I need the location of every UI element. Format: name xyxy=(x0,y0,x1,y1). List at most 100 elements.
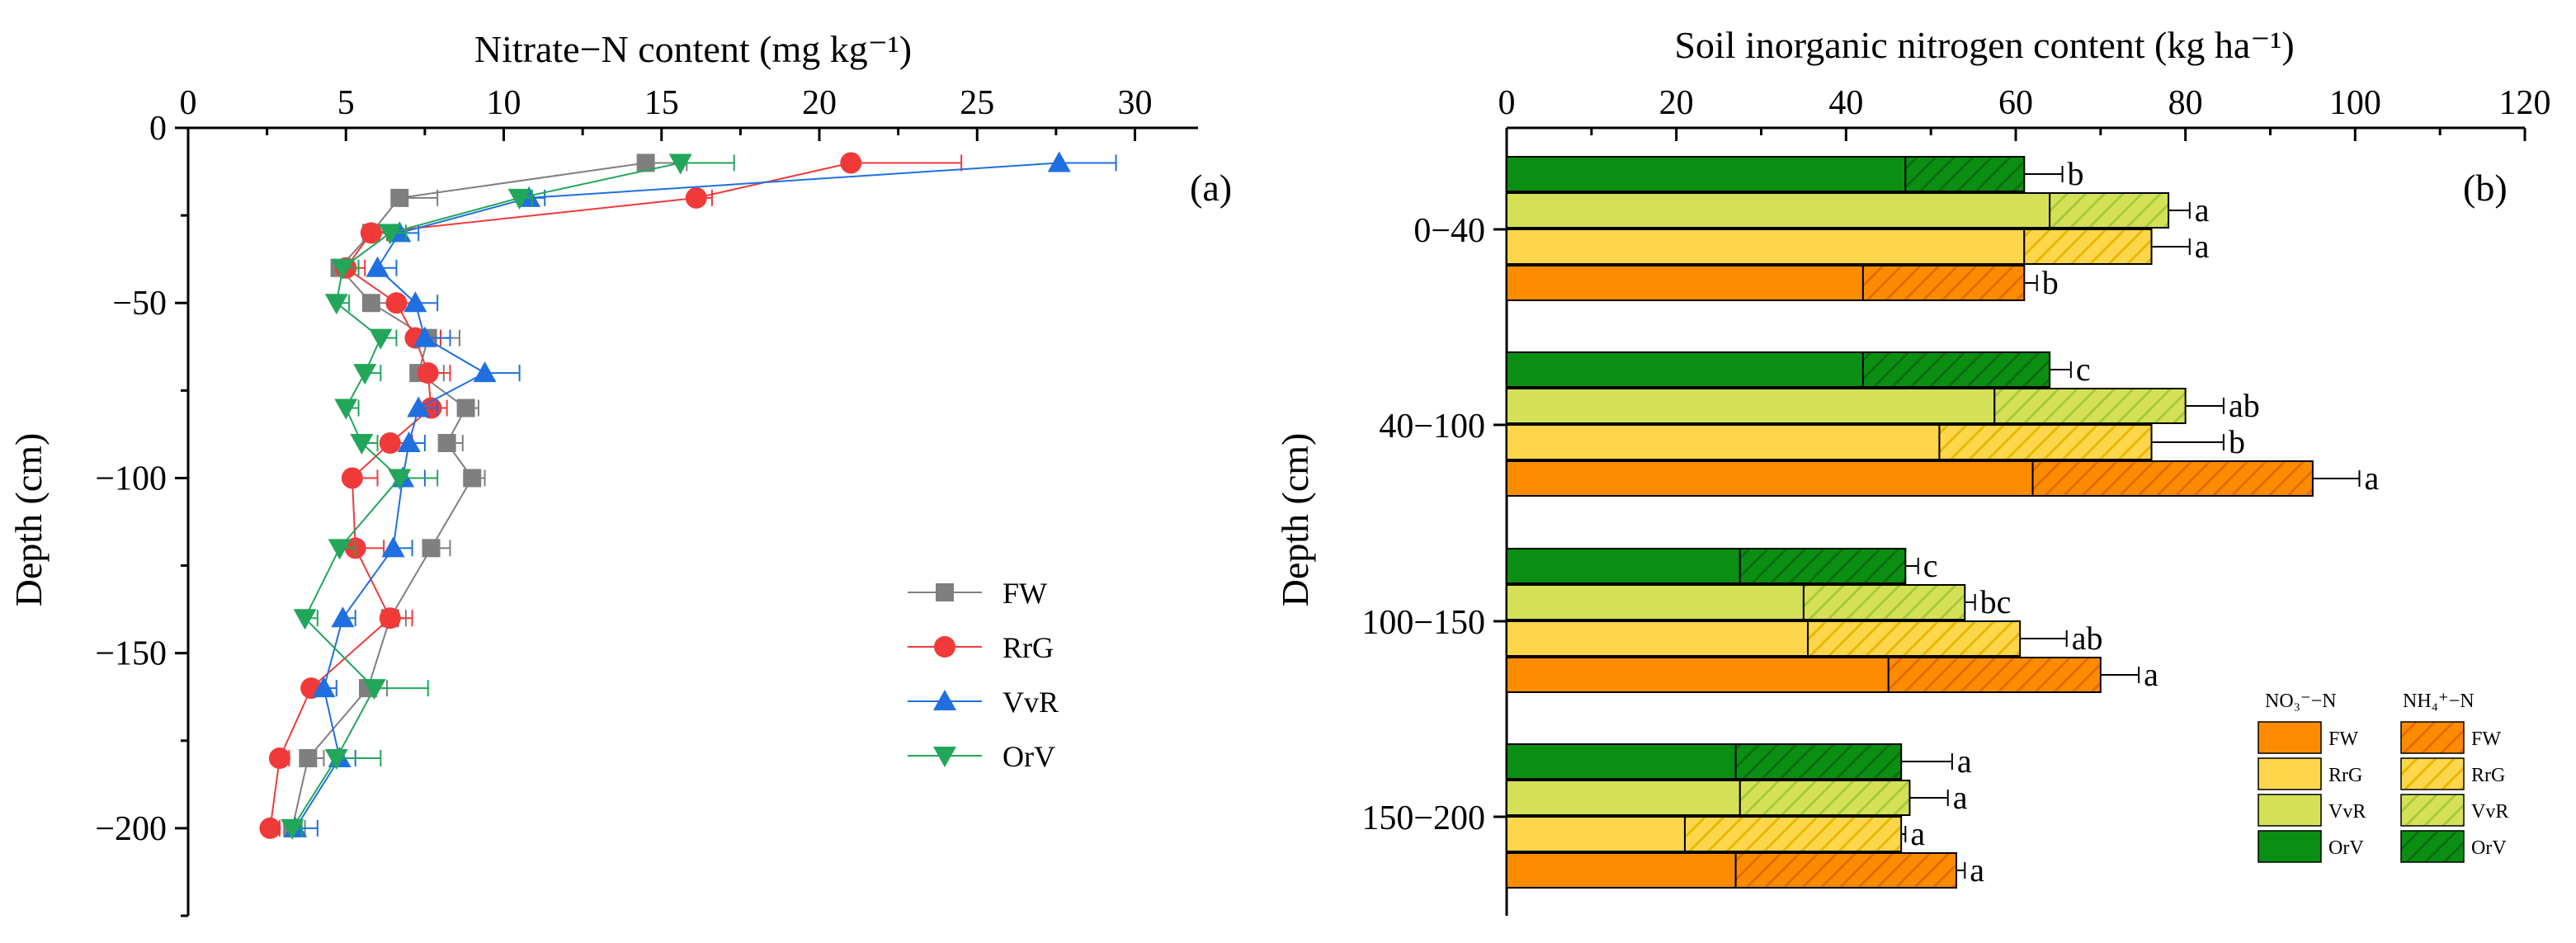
legend-label: RrG xyxy=(2471,765,2505,786)
bar-nitrate-vvr xyxy=(1506,780,1741,816)
panel-a-x-ticks: 0 5 10 15 20 25 30 xyxy=(180,84,1153,141)
panel-b-x-tick-label: 80 xyxy=(2168,84,2203,122)
data-point-vvr xyxy=(397,431,421,452)
legend-swatch-ammonium xyxy=(2400,757,2465,790)
bar-ammonium-orv xyxy=(1861,351,2051,388)
data-point-orv xyxy=(334,398,358,420)
legend-item-orv: OrV xyxy=(908,740,1055,773)
bar-nitrate-vvr xyxy=(1506,584,1805,620)
panel-a-y-tick-label: 0 xyxy=(149,110,167,148)
legend-label: FW xyxy=(1003,577,1047,610)
legend-item-fw: FW FW xyxy=(2258,721,2501,754)
legend-item-rrg: RrG RrG xyxy=(2258,757,2505,790)
data-point-fw xyxy=(636,153,655,172)
significance-letter: a xyxy=(1970,851,1984,889)
panel-b-x-tick-label: 0 xyxy=(1498,84,1516,122)
legend-swatch-ammonium xyxy=(2400,794,2465,827)
data-point-vvr xyxy=(1047,151,1071,172)
data-point-fw xyxy=(422,539,441,558)
bar-group: c bc ab a xyxy=(1506,547,2158,693)
panel-a-y-axis-title: Depth (cm) xyxy=(7,433,50,607)
legend-header-ammonium: NH₄⁺−N xyxy=(2403,691,2475,712)
legend-label: OrV xyxy=(1003,740,1055,773)
bar-ammonium-fw xyxy=(2031,460,2314,497)
bar-nitrate-fw xyxy=(1506,657,1890,693)
legend-swatch-nitrate xyxy=(2258,794,2322,827)
data-point-orv xyxy=(353,364,377,385)
legend-header-nitrate: NO₃⁻−N xyxy=(2265,691,2337,712)
bar-ammonium-rrg xyxy=(1938,424,2153,460)
legend-item-vvr: VvR xyxy=(908,686,1059,719)
legend-swatch-nitrate xyxy=(2258,757,2322,790)
data-point-orv xyxy=(362,679,386,700)
significance-letter: a xyxy=(1957,743,1972,780)
data-point-rrg xyxy=(379,607,401,629)
legend-marker xyxy=(933,747,956,767)
data-point-fw xyxy=(361,294,380,313)
series-rrg xyxy=(259,152,963,839)
data-point-fw xyxy=(390,188,409,207)
bar-ammonium-orv xyxy=(1739,548,1907,584)
bar-group: c abb a xyxy=(1506,351,2379,497)
significance-letter: a xyxy=(2195,228,2210,265)
legend-item-rrg: RrG xyxy=(908,631,1054,664)
bar-ammonium-orv xyxy=(1734,743,1903,780)
panel-a-x-tick-label: 30 xyxy=(1118,84,1153,122)
significance-letter: b xyxy=(2229,423,2245,460)
panel-b-y-axis-title: Depth (cm) xyxy=(1274,433,1316,607)
panel-b-category-labels: 0−40 40−100 100−150 150−200 xyxy=(1361,212,1507,837)
data-point-orv xyxy=(350,434,374,455)
bar-nitrate-rrg xyxy=(1506,816,1686,852)
bar-ammonium-fw xyxy=(1734,852,1958,889)
significance-letter: a xyxy=(2144,656,2158,693)
legend-swatch-nitrate xyxy=(2258,721,2322,754)
data-point-orv xyxy=(388,469,412,490)
data-point-orv xyxy=(378,224,402,245)
panel-a-x-tick-label: 15 xyxy=(644,84,679,122)
data-point-rrg xyxy=(268,747,290,769)
significance-letter: ab xyxy=(2072,620,2103,657)
bar-nitrate-orv xyxy=(1506,548,1741,584)
bar-ammonium-vvr xyxy=(1739,780,1911,816)
legend-item-orv: OrV OrV xyxy=(2258,830,2507,863)
panel-b-x-axis-title: Soil inorganic nitrogen content (kg ha⁻¹… xyxy=(1674,24,2294,66)
data-point-orv xyxy=(324,749,348,770)
panel-a-y-tick-label: −50 xyxy=(112,285,167,323)
legend-marker xyxy=(933,690,956,710)
legend-label: OrV xyxy=(2471,837,2507,859)
panel-a-y-tick-label: −200 xyxy=(95,810,167,848)
panel-a-x-tick-label: 10 xyxy=(487,84,521,122)
data-point-rrg xyxy=(385,292,408,314)
bar-ammonium-fw xyxy=(1887,657,2102,693)
data-point-rrg xyxy=(417,362,439,384)
data-point-orv xyxy=(324,294,348,315)
series-vvr xyxy=(284,151,1117,837)
data-point-vvr xyxy=(473,361,497,383)
panel-a-x-axis-title: Nitrate−N content (mg kg⁻¹) xyxy=(474,28,912,70)
panel-b-category-label: 40−100 xyxy=(1379,408,1485,446)
panel-a-legend: FW RrG VvR OrV xyxy=(908,577,1059,773)
bar-ammonium-vvr xyxy=(1993,388,2187,424)
legend-label: FW xyxy=(2328,728,2358,750)
legend-swatch-nitrate xyxy=(2258,830,2322,863)
data-point-vvr xyxy=(381,536,405,558)
series-fw xyxy=(283,153,688,837)
data-point-vvr xyxy=(403,291,427,313)
panel-b-x-ticks: 0 20 40 60 80 100 120 xyxy=(1498,84,2551,141)
data-point-orv xyxy=(293,609,317,630)
legend-marker xyxy=(934,636,955,658)
bar-nitrate-orv xyxy=(1506,156,1907,192)
data-point-rrg xyxy=(360,222,382,244)
data-point-orv xyxy=(281,818,304,840)
legend-label: VvR xyxy=(2471,801,2508,823)
panel-b-x-tick-label: 60 xyxy=(1998,84,2033,122)
significance-letter: c xyxy=(2076,351,2091,388)
series-line-vvr xyxy=(295,162,1059,829)
panel-a-y-tick-label: −100 xyxy=(95,460,167,497)
panel-a-series xyxy=(259,151,1117,840)
significance-letter: a xyxy=(2364,460,2379,497)
legend-label: OrV xyxy=(2328,837,2364,859)
